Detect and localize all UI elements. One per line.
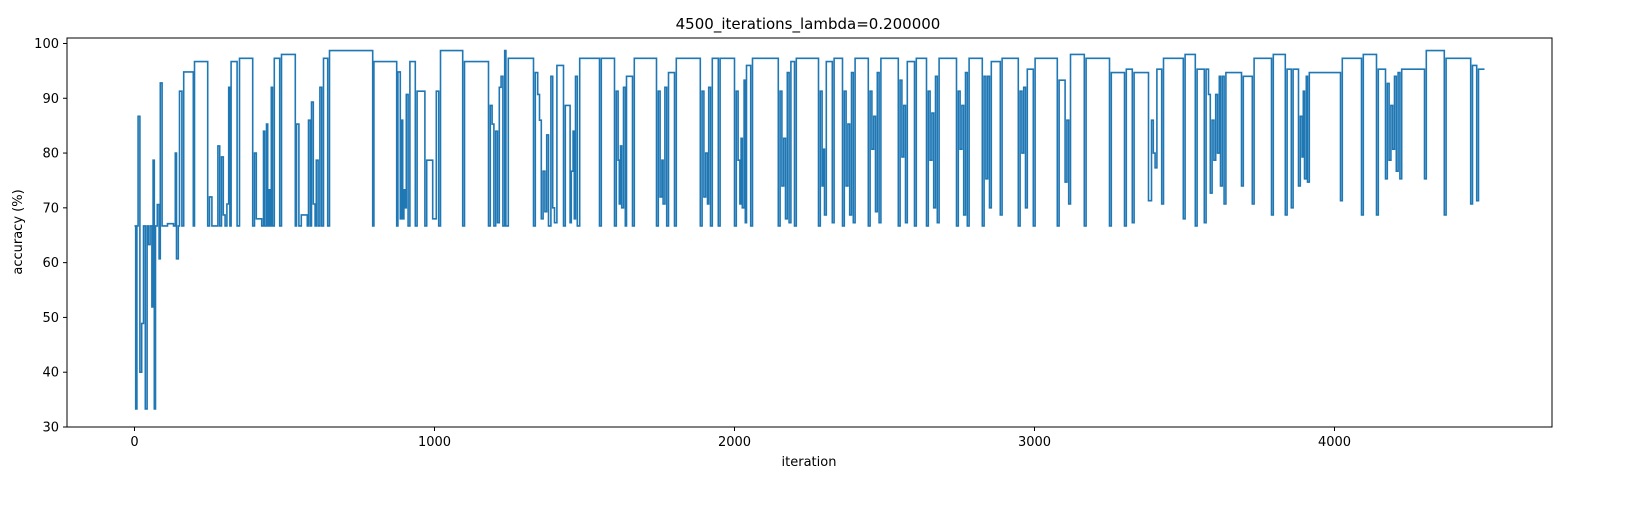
x-axis-ticks: 0 1000 2000 3000 4000: [130, 427, 1351, 450]
x-tick-label: 3000: [1018, 435, 1051, 450]
y-tick-label: 30: [42, 421, 59, 436]
x-axis-label: iteration: [782, 455, 837, 470]
y-tick-label: 100: [34, 37, 59, 52]
x-tick-label: 4000: [1318, 435, 1351, 450]
x-tick-label: 1000: [418, 435, 451, 450]
chart-title: 4500_iterations_lambda=0.200000: [676, 15, 941, 34]
plot-area-frame: [66, 37, 1553, 428]
y-tick-label: 70: [42, 201, 59, 216]
y-tick-label: 90: [42, 92, 59, 107]
y-axis-label: accuracy (%): [11, 189, 26, 274]
x-tick-label: 0: [130, 435, 138, 450]
series-layer: [134, 49, 1485, 410]
y-tick-label: 60: [42, 256, 59, 271]
y-axis-ticks: 30 40 50 60 70 80 90 100: [34, 37, 67, 436]
y-tick-label: 50: [42, 311, 59, 326]
y-tick-label: 80: [42, 147, 59, 162]
accuracy-series-line: [134, 49, 1485, 410]
x-tick-label: 2000: [718, 435, 751, 450]
y-tick-label: 40: [42, 366, 59, 381]
